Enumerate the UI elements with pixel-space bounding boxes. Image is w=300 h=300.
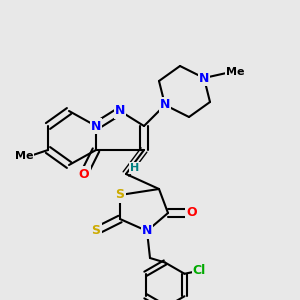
Text: N: N [142,224,152,238]
Text: Me: Me [226,67,245,77]
Text: O: O [79,167,89,181]
Text: H: H [130,163,140,173]
Text: Cl: Cl [193,264,206,277]
Text: N: N [160,98,170,112]
Text: S: S [92,224,100,238]
Text: Me: Me [15,151,33,161]
Text: N: N [199,71,209,85]
Text: N: N [91,119,101,133]
Text: S: S [116,188,124,202]
Text: O: O [187,206,197,220]
Text: N: N [115,104,125,118]
